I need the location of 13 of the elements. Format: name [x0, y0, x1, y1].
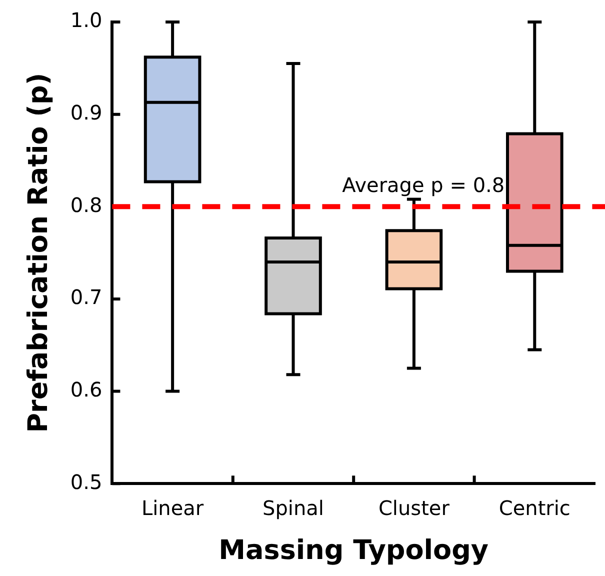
y-tick-label: 0.8 [70, 192, 102, 217]
x-tick-label: Linear [141, 496, 204, 520]
y-tick-label: 0.5 [70, 470, 102, 494]
ref-line-label: Average p = 0.8 [342, 172, 505, 197]
x-tick-label: Spinal [262, 496, 324, 520]
x-tick-label: Cluster [378, 496, 450, 520]
y-tick-label: 0.7 [70, 285, 102, 310]
y-tick-label: 1.0 [70, 8, 102, 32]
y-tick-label: 0.9 [70, 100, 102, 125]
x-axis-title: Massing Typology [218, 534, 489, 566]
x-tick-label: Centric [498, 496, 570, 520]
y-axis-title: Prefabrication Ratio (p) [23, 72, 54, 433]
y-tick-label: 0.6 [70, 377, 102, 402]
